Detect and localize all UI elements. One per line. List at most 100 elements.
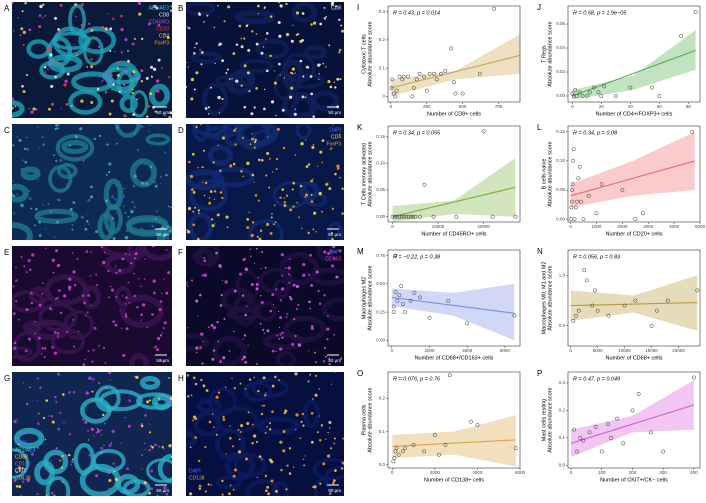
x-tick-label: 0 [391,470,394,475]
cell-signal [69,207,73,211]
cell-signal [241,358,244,361]
data-point [613,94,618,98]
cell-signal [90,58,93,61]
cell-signal [36,377,39,380]
cell-signal [120,442,122,444]
cell-signal [242,257,246,261]
data-point [408,298,413,303]
cell-signal [159,175,163,178]
cell-signal [25,73,29,77]
tissue-structure [114,124,141,138]
cell-signal [26,478,31,482]
cell-signal [221,279,224,281]
cell-signal [217,340,220,343]
cell-signal [302,458,305,461]
cell-signal [57,332,60,335]
cell-signal [242,338,245,340]
cell-signal [333,257,336,260]
cell-signal [120,51,123,54]
cell-signal [122,83,126,86]
cell-signal [307,350,310,352]
cell-signal [103,444,105,446]
cell-signal [221,196,224,200]
y-axis-label: T Regs [541,45,547,63]
cell-signal [56,335,59,338]
cell-signal [34,332,37,335]
cell-signal [264,432,267,434]
cell-signal [200,63,203,66]
annotation: R = 0.056, p = 0.83 [573,254,621,260]
cell-signal [12,180,13,182]
cell-signal [309,307,311,310]
cell-signal [141,468,143,470]
y-axis-label: Macrophages M2 [361,277,367,320]
cell-signal [190,394,193,397]
cell-signal [127,424,131,428]
cell-signal [340,357,343,360]
cell-signal [284,266,287,269]
cell-signal [133,132,136,134]
data-point [650,85,655,90]
cell-signal [71,105,73,107]
data-point [590,303,595,308]
cell-signal [170,5,172,8]
cell-signal [253,181,255,184]
data-point [582,268,587,273]
data-point [443,442,448,447]
micrograph-content [12,2,172,118]
cell-signal [251,221,255,224]
cell-signal [165,249,168,251]
cell-signal [233,289,237,293]
y-tick-label: 0.00 [376,338,385,343]
cell-signal [332,124,334,126]
cell-signal [214,62,216,65]
x-tick-label: 60 [657,104,663,109]
cell-signal [192,376,196,380]
cell-signal [329,250,332,253]
cell-signal [22,480,25,484]
annotation: R = −0.22, p = 0.38 [393,254,441,260]
cell-signal [312,398,314,400]
cell-signal [141,454,143,456]
data-point [633,298,638,303]
cell-signal [334,172,337,176]
y-axis-label: Macrophages M0, M1 and M2 [541,261,547,334]
cell-signal [106,494,109,496]
cell-signal [266,151,270,155]
cell-signal [81,418,84,421]
cell-signal [239,272,242,276]
cell-signal [128,399,132,403]
cell-signal [91,360,94,363]
scale-bar-label: 50 µm [328,232,341,237]
y-tick-label: 0.0 [379,462,386,467]
cell-signal [93,326,97,330]
cell-signal [327,80,331,84]
cell-signal [165,291,169,295]
cell-signal [121,294,124,297]
cell-signal [12,193,14,196]
cell-signal [132,184,136,188]
cell-signal [92,377,95,381]
cell-signal [165,173,168,177]
cell-signal [98,45,101,49]
cell-signal [255,282,259,287]
cell-signal [318,415,321,417]
cell-signal [164,114,167,117]
cell-signal [132,113,136,116]
cell-signal [161,66,164,69]
cell-signal [147,104,151,108]
cell-signal [193,52,196,55]
tissue-structure [202,82,229,116]
cell-signal [299,184,303,188]
y-tick-label: 0.15 [376,134,385,139]
data-point [578,199,583,204]
cell-signal [332,481,335,485]
cell-signal [279,299,282,302]
data-point [621,441,626,446]
cell-signal [102,346,106,349]
cell-signal [108,478,112,483]
cell-signal [275,114,277,117]
cell-signal [114,50,116,53]
cell-signal [164,233,168,237]
cell-signal [281,188,285,191]
